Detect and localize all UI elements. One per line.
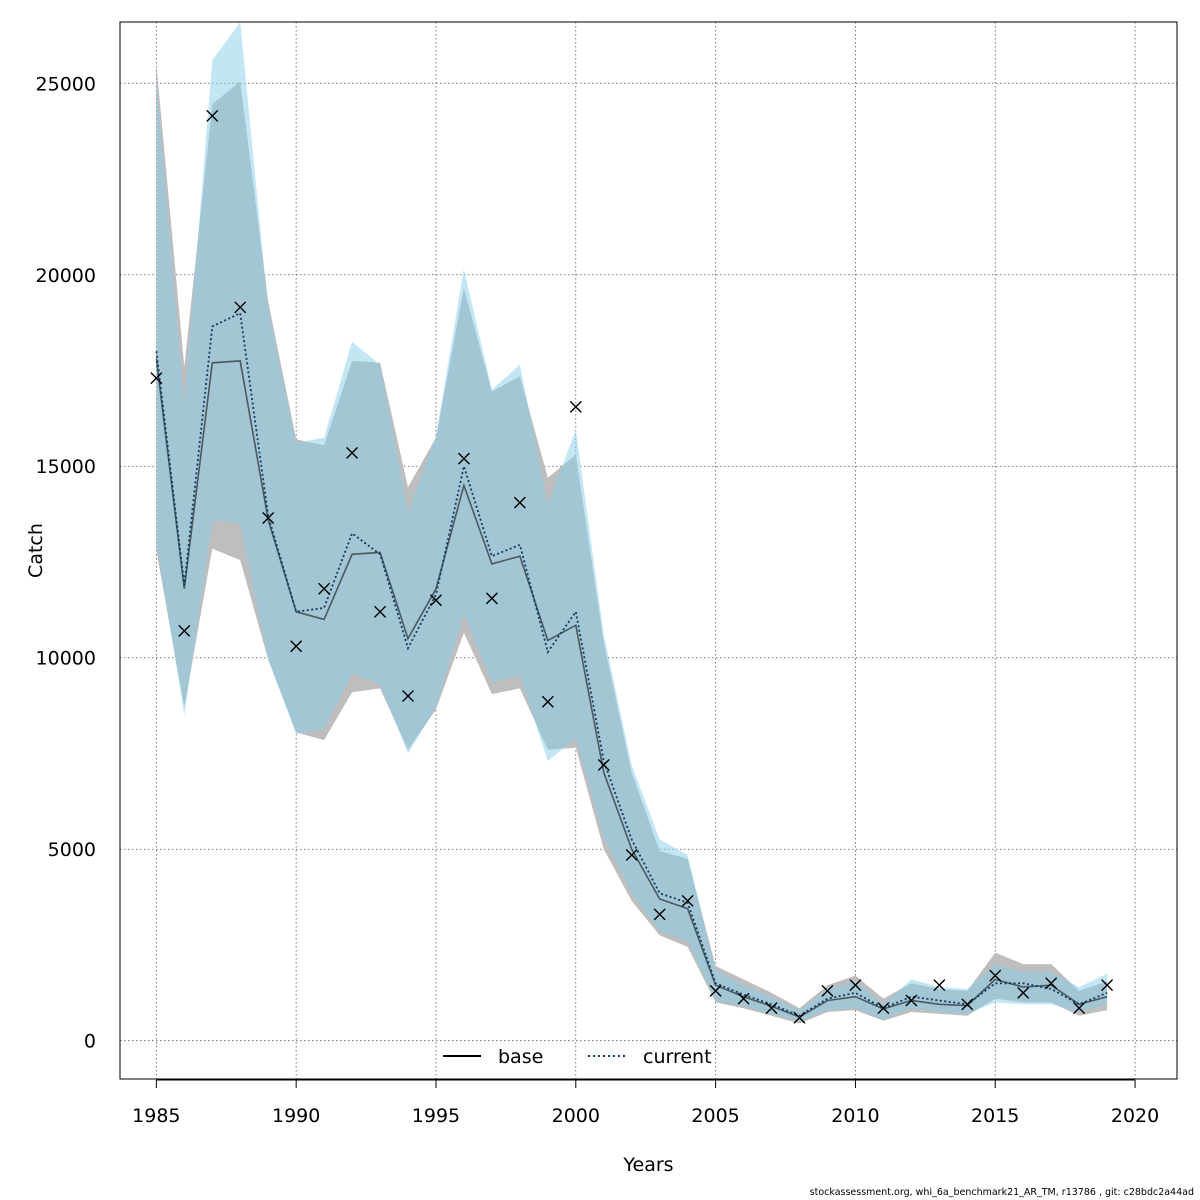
y-tick-label-15000: 15000 — [36, 456, 96, 478]
observation-1993 — [374, 605, 387, 618]
observation-2015 — [989, 969, 1002, 982]
observation-1997 — [485, 592, 498, 605]
observation-2005 — [709, 984, 722, 997]
observation-2009 — [821, 984, 834, 997]
x-tick-label-2010: 2010 — [831, 1105, 879, 1127]
observation-2008 — [793, 1011, 806, 1024]
confidence-bands — [156, 22, 1108, 1024]
observation-1998 — [513, 496, 526, 509]
observation-2017 — [1045, 977, 1058, 990]
y-axis: 0 5000 10000 15000 20000 25000 — [36, 73, 96, 1052]
x-tick-label-1995: 1995 — [412, 1105, 460, 1127]
y-tick-label-0: 0 — [84, 1031, 96, 1053]
x-tick-label-1990: 1990 — [272, 1105, 320, 1127]
footer-note: stockassessment.org, whi_6a_benchmark21_… — [809, 1187, 1194, 1198]
x-tick-label-2000: 2000 — [552, 1105, 600, 1127]
observation-2004 — [681, 894, 694, 907]
observation-1991 — [318, 582, 331, 595]
observation-1996 — [457, 452, 470, 465]
observation-1999 — [541, 695, 554, 708]
observation-2003 — [653, 908, 666, 921]
x-tick-label-1985: 1985 — [132, 1105, 180, 1127]
legend-base-label: base — [498, 1046, 543, 1068]
y-axis-title: Catch — [25, 523, 47, 578]
observation-2012 — [905, 994, 918, 1007]
observation-2016 — [1017, 986, 1030, 999]
plot-frame — [119, 21, 1178, 1080]
x-tick-label-2005: 2005 — [691, 1105, 739, 1127]
observation-2007 — [765, 1002, 778, 1015]
observation-2010 — [849, 979, 862, 992]
x-tick-label-2020: 2020 — [1111, 1105, 1159, 1127]
observation-2000 — [569, 400, 582, 413]
y-tick-label-25000: 25000 — [36, 73, 96, 95]
observation-2014 — [961, 998, 974, 1011]
line-current — [155, 311, 1108, 1017]
observation-1994 — [402, 690, 415, 703]
band-current — [156, 22, 1108, 1022]
observation-2001 — [597, 758, 610, 771]
observation-1989 — [262, 511, 275, 524]
line-base — [155, 358, 1108, 1018]
observation-2002 — [625, 848, 638, 861]
observation-2018 — [1073, 1002, 1086, 1015]
observation-2006 — [737, 992, 750, 1005]
observation-2013 — [933, 979, 946, 992]
y-tick-label-20000: 20000 — [36, 265, 96, 287]
x-axis-title: Years — [622, 1154, 673, 1176]
observation-markers — [150, 109, 1114, 1024]
observation-1985 — [150, 372, 163, 385]
observation-1995 — [429, 594, 442, 607]
x-tick-label-2015: 2015 — [971, 1105, 1019, 1127]
x-axis: 1985 1990 1995 2000 2005 2010 2015 2020 — [132, 1079, 1159, 1127]
observation-2019 — [1101, 979, 1114, 992]
legend: base current — [443, 1046, 712, 1068]
observation-1986 — [178, 624, 191, 637]
observation-2011 — [877, 1002, 890, 1015]
observation-1990 — [290, 640, 303, 653]
observation-1988 — [234, 301, 247, 314]
observation-1987 — [206, 109, 219, 122]
observation-1992 — [346, 446, 359, 459]
y-tick-label-10000: 10000 — [36, 648, 96, 670]
y-tick-label-5000: 5000 — [48, 839, 96, 861]
series-lines — [155, 311, 1108, 1018]
legend-current-label: current — [643, 1046, 712, 1068]
